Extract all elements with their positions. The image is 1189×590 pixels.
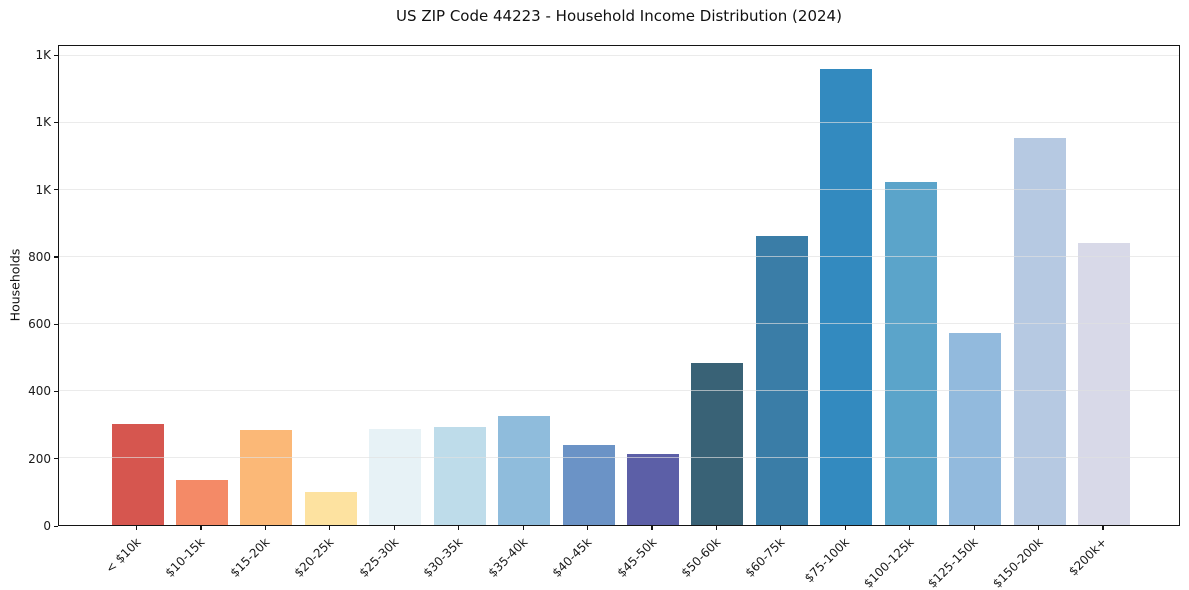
y-tick-mark (54, 323, 58, 325)
y-tick-mark (54, 458, 58, 460)
y-tick-label: 1K (35, 115, 51, 130)
x-tick-mark (651, 526, 653, 530)
x-tick-mark (909, 526, 911, 530)
chart-title: US ZIP Code 44223 - Household Income Dis… (396, 7, 842, 25)
x-tick-label: $30-35k (420, 535, 466, 580)
bar-$25-30k (369, 428, 422, 525)
x-tick-mark (715, 526, 718, 530)
x-tick-label: $125-150k (925, 535, 981, 590)
y-tick-label: 400 (28, 384, 51, 399)
x-tick-label: $10-15k (162, 535, 208, 580)
x-tick-label: < $10k (102, 535, 144, 576)
x-tick-label: $50-60k (678, 535, 724, 580)
y-tick-label: 0 (43, 519, 51, 533)
bar-$15-20k (240, 429, 293, 525)
bar-< $10k (111, 423, 164, 525)
x-tick-mark (329, 526, 331, 530)
bar-$40-45k (562, 444, 615, 525)
gridline (59, 122, 1179, 124)
x-tick-label: $40-45k (549, 535, 595, 580)
x-tick-label: $20-25k (291, 535, 337, 580)
y-tick-mark (54, 256, 58, 258)
gridline (59, 189, 1179, 191)
gridline (59, 323, 1179, 325)
x-tick-label: $100-125k (860, 535, 917, 590)
y-tick-mark (54, 390, 58, 393)
bar-$50-60k (691, 363, 744, 525)
bar-$150-200k (1013, 138, 1066, 525)
bar-$10-15k (175, 479, 228, 525)
bar-$20-25k (304, 492, 357, 525)
x-tick-mark (1038, 526, 1040, 530)
y-tick-mark (54, 525, 58, 527)
gridline (59, 457, 1179, 459)
x-tick-label: $60-75k (742, 535, 788, 580)
plot-area (58, 45, 1180, 526)
x-tick-label: $35-40k (485, 535, 530, 580)
bar-$60-75k (755, 235, 808, 525)
y-tick-label: 1K (35, 48, 51, 63)
y-tick-mark (54, 189, 58, 191)
x-tick-mark (458, 526, 460, 530)
x-tick-label: $15-20k (227, 535, 273, 580)
y-tick-label: 600 (28, 317, 51, 332)
x-tick-label: $45-50k (613, 535, 659, 580)
bar-$45-50k (626, 454, 679, 525)
gridline (59, 55, 1179, 57)
y-tick-mark (54, 121, 58, 124)
gridline (59, 390, 1179, 392)
gridline (59, 256, 1179, 258)
bar-$100-125k (884, 181, 937, 525)
x-tick-mark (1102, 526, 1104, 530)
x-tick-label: $200k+ (1066, 535, 1110, 579)
y-tick-label: 1K (35, 182, 51, 197)
x-tick-label: $75-100k (801, 535, 853, 586)
x-tick-mark (587, 526, 589, 530)
x-tick-mark (844, 526, 846, 530)
x-tick-mark (136, 526, 138, 530)
x-tick-label: $25-30k (356, 535, 402, 580)
y-tick-label: 200 (28, 451, 51, 466)
x-tick-mark (973, 526, 975, 530)
x-tick-mark (522, 526, 524, 530)
bar-$75-100k (820, 68, 873, 525)
x-tick-label: $150-200k (989, 535, 1046, 590)
x-tick-mark (780, 526, 782, 530)
bar-$125-150k (949, 333, 1002, 525)
y-tick-mark (54, 54, 58, 56)
x-tick-mark (393, 526, 395, 530)
bar-$30-35k (433, 427, 486, 525)
bar-$200k+ (1077, 242, 1130, 525)
x-tick-mark (200, 526, 202, 530)
bar-$35-40k (498, 416, 551, 525)
x-tick-mark (264, 526, 267, 530)
y-tick-label: 800 (28, 249, 51, 264)
